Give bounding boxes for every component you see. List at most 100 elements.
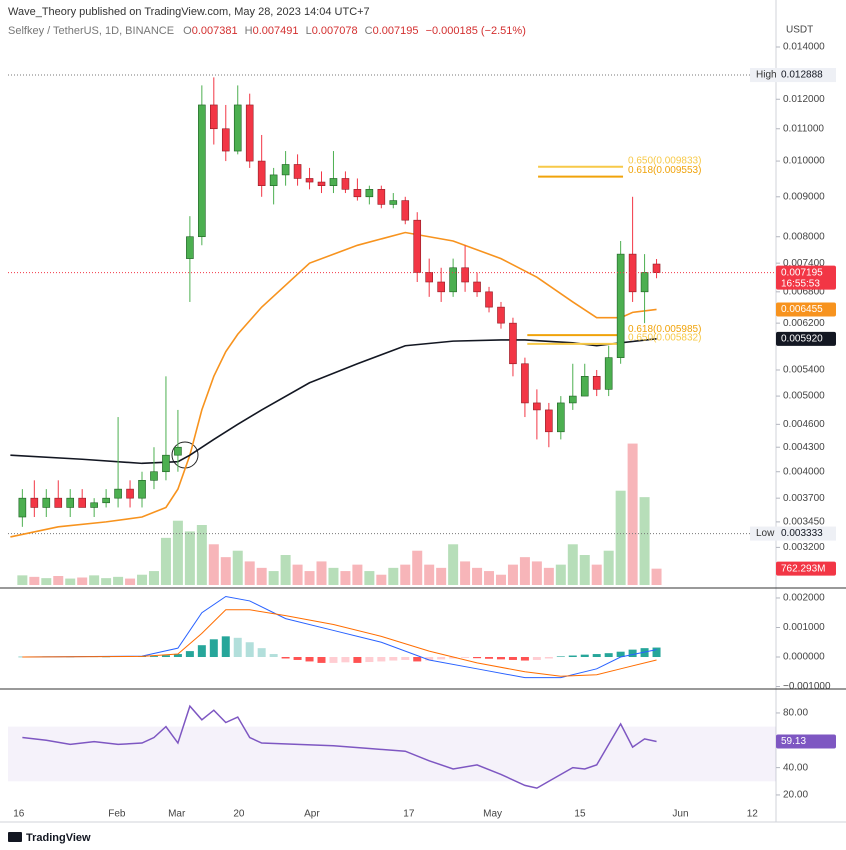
ma-label: 0.006455 — [781, 304, 823, 315]
candle-body — [54, 497, 63, 508]
macd-histogram — [652, 647, 661, 658]
macd-histogram — [317, 657, 326, 663]
macd-histogram — [257, 648, 266, 658]
volume-bar — [591, 564, 602, 585]
candle-body — [640, 272, 649, 293]
macd-histogram — [197, 645, 206, 658]
volume-bar — [460, 561, 471, 585]
fib-label: 0.618(0.009553) — [628, 165, 701, 176]
volume-bar — [101, 578, 112, 585]
y-tick-label: 0.005400 — [783, 365, 825, 376]
volume-bar — [125, 578, 136, 585]
candle-body — [329, 178, 338, 186]
macd-histogram — [628, 649, 637, 658]
macd-histogram — [544, 657, 553, 659]
macd-histogram — [389, 657, 398, 661]
candle-body — [42, 497, 51, 508]
y-tick-label: 0.007400 — [783, 258, 825, 269]
candle-body — [497, 306, 505, 324]
y-tick-label: 0.004300 — [783, 442, 825, 453]
last-price-box — [776, 265, 836, 290]
candle-body — [533, 402, 541, 411]
volume-bar — [340, 571, 351, 585]
candle-body — [221, 128, 230, 152]
volume-bar — [448, 544, 459, 585]
candle-body — [592, 376, 601, 390]
candle-body — [66, 497, 75, 508]
volume-bar — [436, 567, 447, 585]
candle-body — [389, 200, 398, 205]
logo-text: TradingView — [26, 832, 91, 844]
currency: USDT — [786, 25, 813, 36]
volume-bar — [256, 567, 267, 585]
candle-body — [473, 281, 481, 293]
candle-body — [281, 164, 290, 176]
level-name: High — [756, 70, 777, 81]
macd-line — [22, 609, 657, 677]
y-tick-label: 0.014000 — [783, 42, 825, 53]
low-value: 0.007078 — [312, 25, 358, 37]
candle-body — [174, 446, 182, 456]
macd-histogram — [496, 657, 505, 660]
candle-body — [425, 272, 433, 283]
y-tick-label: −0.001000 — [783, 681, 831, 692]
volume-bar — [65, 578, 76, 585]
macd-histogram — [245, 642, 254, 658]
volume-bar — [507, 564, 518, 585]
candle-body — [377, 189, 386, 205]
macd-histogram — [568, 655, 577, 658]
last-price: 0.007195 — [781, 267, 823, 278]
high-value: 0.007491 — [253, 25, 299, 37]
volume-bar — [364, 571, 375, 585]
candle-body — [485, 291, 493, 308]
close-value: 0.007195 — [373, 25, 419, 37]
y-tick-label: 0.009000 — [783, 191, 825, 202]
candle-body — [652, 263, 661, 273]
volume-bar — [543, 567, 554, 585]
x-tick-label: Feb — [108, 809, 126, 820]
fib-label: 0.618(0.005985) — [628, 324, 701, 335]
candle-body — [198, 104, 206, 238]
volume-bar — [472, 567, 483, 585]
candle-body — [186, 236, 194, 259]
macd-histogram — [353, 657, 362, 663]
macd-histogram — [281, 657, 290, 659]
macd-histogram — [437, 657, 446, 660]
candle-body — [509, 322, 517, 365]
macd-histogram — [293, 657, 302, 660]
volume-bar — [603, 550, 614, 585]
y-tick-label: 0.010000 — [783, 156, 825, 167]
y-tick-label: 80.00 — [783, 708, 808, 719]
y-tick-label: 0.004000 — [783, 466, 825, 477]
volume-bar — [268, 571, 279, 585]
macd-histogram — [341, 657, 350, 663]
x-tick-label: May — [483, 809, 502, 820]
macd-histogram — [233, 637, 242, 658]
candle-body — [18, 497, 27, 518]
x-tick-label: 15 — [574, 809, 586, 820]
candle-body — [341, 178, 350, 190]
volume-bar — [400, 564, 411, 585]
volume-bar — [77, 577, 88, 585]
y-tick-label: 0.012000 — [783, 94, 825, 105]
x-tick-label: 20 — [233, 809, 245, 820]
volume-bar — [615, 490, 626, 585]
candle-body — [30, 497, 39, 508]
volume-bar — [328, 567, 339, 585]
volume-bar — [627, 443, 638, 585]
y-tick-label: 0.003450 — [783, 517, 825, 528]
candle-body — [568, 395, 577, 404]
level-box — [750, 68, 836, 83]
macd-histogram — [185, 651, 194, 658]
publisher: Wave_Theory published on TradingView.com… — [8, 6, 370, 18]
macd-histogram — [269, 654, 278, 658]
macd-histogram — [532, 657, 541, 660]
rsi-line — [22, 704, 657, 789]
fib-label: 0.650(0.005832) — [628, 333, 701, 344]
volume-bar — [424, 564, 435, 585]
volume-bar — [148, 571, 159, 585]
x-tick-label: Mar — [168, 809, 186, 820]
y-tick-label: 0.006200 — [783, 318, 825, 329]
candle-body — [257, 160, 266, 186]
x-tick-label: 17 — [403, 809, 415, 820]
